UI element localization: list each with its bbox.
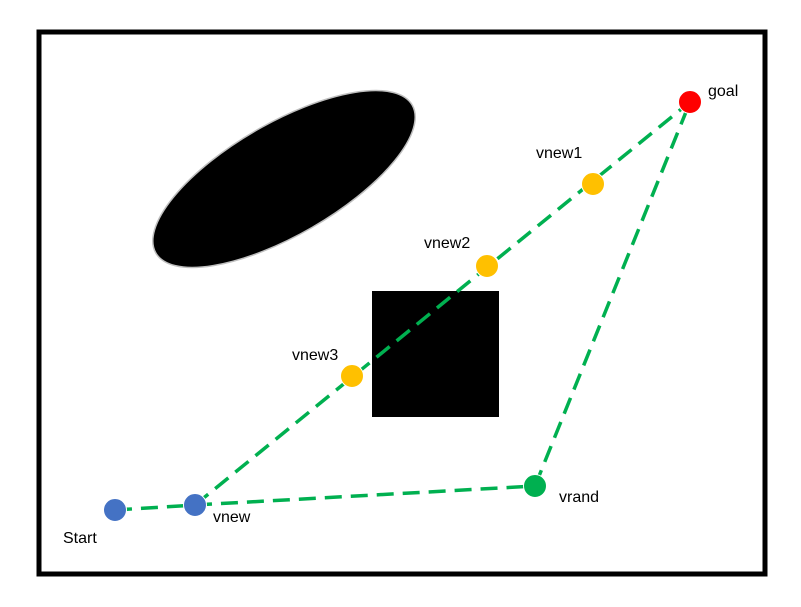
edge-vrand-goal — [533, 101, 692, 487]
label-vnew: vnew — [213, 509, 251, 526]
node-start — [103, 498, 127, 522]
node-vnew3 — [340, 364, 364, 388]
node-labels: Start vnew vnew3 vnew2 vnew1 goal vrand — [63, 83, 738, 547]
obstacle-ellipse — [152, 89, 416, 269]
edge-vnew-vrand — [194, 484, 536, 507]
label-vrand: vrand — [559, 489, 599, 506]
label-goal: goal — [708, 83, 738, 100]
node-vrand — [523, 474, 547, 498]
label-vnew3: vnew3 — [292, 347, 338, 364]
nodes — [103, 90, 702, 522]
node-goal — [678, 90, 702, 114]
edge-start-vnew — [114, 503, 196, 512]
path-edges — [114, 100, 692, 512]
node-vnew — [183, 493, 207, 517]
node-vnew2 — [475, 254, 499, 278]
label-vnew2: vnew2 — [424, 235, 470, 252]
label-vnew1: vnew1 — [536, 145, 582, 162]
label-start: Start — [63, 530, 97, 547]
obstacle-square — [372, 291, 499, 417]
edge-vnew-goal — [193, 100, 692, 507]
node-vnew1 — [581, 172, 605, 196]
